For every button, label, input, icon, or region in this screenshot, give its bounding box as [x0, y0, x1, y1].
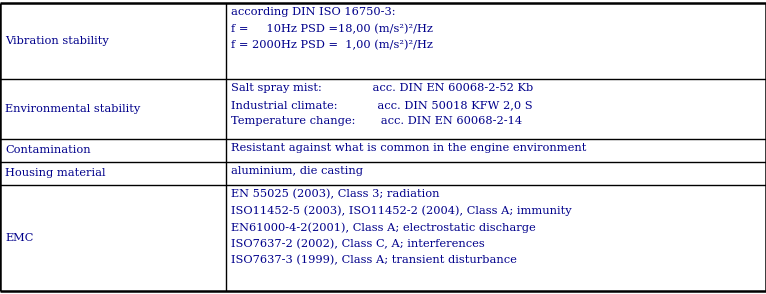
Text: Salt spray mist:              acc. DIN EN 60068-2-52 Kb: Salt spray mist: acc. DIN EN 60068-2-52 … — [231, 83, 533, 93]
Text: Housing material: Housing material — [5, 168, 106, 178]
Text: EMC: EMC — [5, 233, 34, 243]
Text: aluminium, die casting: aluminium, die casting — [231, 166, 363, 176]
Text: according DIN ISO 16750-3:: according DIN ISO 16750-3: — [231, 7, 395, 17]
Text: f = 2000Hz PSD =  1,00 (m/s²)²/Hz: f = 2000Hz PSD = 1,00 (m/s²)²/Hz — [231, 40, 433, 50]
Text: ISO7637-2 (2002), Class C, A; interferences: ISO7637-2 (2002), Class C, A; interferen… — [231, 239, 485, 249]
Text: f =     10Hz PSD =18,00 (m/s²)²/Hz: f = 10Hz PSD =18,00 (m/s²)²/Hz — [231, 24, 433, 34]
Text: ISO7637-3 (1999), Class A; transient disturbance: ISO7637-3 (1999), Class A; transient dis… — [231, 255, 517, 265]
Text: Environmental stability: Environmental stability — [5, 104, 140, 114]
Text: ISO11452-5 (2003), ISO11452-2 (2004), Class A; immunity: ISO11452-5 (2003), ISO11452-2 (2004), Cl… — [231, 206, 571, 216]
Text: Vibration stability: Vibration stability — [5, 36, 109, 46]
Text: Temperature change:       acc. DIN EN 60068-2-14: Temperature change: acc. DIN EN 60068-2-… — [231, 116, 522, 126]
Text: Resistant against what is common in the engine environment: Resistant against what is common in the … — [231, 143, 586, 153]
Text: EN 55025 (2003), Class 3; radiation: EN 55025 (2003), Class 3; radiation — [231, 189, 440, 199]
Text: EN61000-4-2(2001), Class A; electrostatic discharge: EN61000-4-2(2001), Class A; electrostati… — [231, 222, 535, 233]
Text: Contamination: Contamination — [5, 145, 90, 155]
Text: Industrial climate:           acc. DIN 50018 KFW 2,0 S: Industrial climate: acc. DIN 50018 KFW 2… — [231, 100, 532, 110]
